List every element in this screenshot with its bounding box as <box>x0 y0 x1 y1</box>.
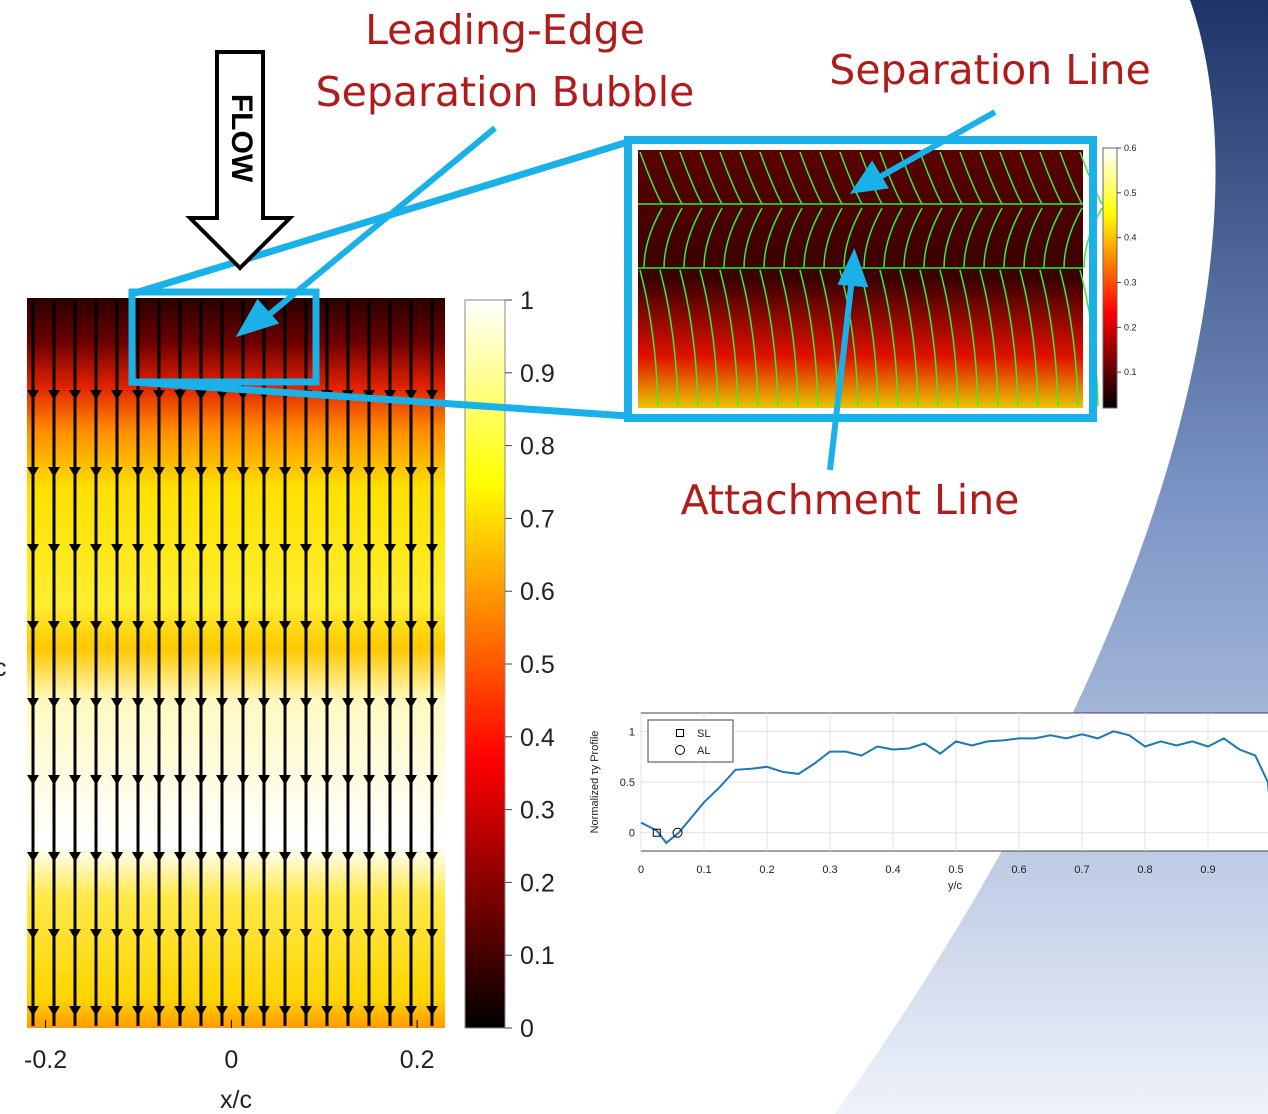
inset-colorbar-tick-label: 0.3 <box>1124 277 1137 287</box>
x-tick-label: 0 <box>224 1046 238 1074</box>
inset-colorbar-tick-label: 0.1 <box>1124 367 1137 377</box>
page: {"annotations": {"leading_edge": "Leadin… <box>0 0 1268 1114</box>
colorbar-tick-label: 0 <box>520 1015 534 1043</box>
inset-colorbar-tick-label: 0.5 <box>1124 188 1137 198</box>
inset-colorbar-tick-label: 0.6 <box>1124 143 1137 153</box>
x-tick-label: 0.6 <box>1011 864 1026 876</box>
x-tick-label: 0.8 <box>1137 864 1152 876</box>
annotation: Separation Bubble <box>316 68 695 116</box>
y-tick-label: 0 <box>629 828 635 840</box>
colorbar-tick-label: 0.4 <box>520 724 555 752</box>
colorbar-tick-label: 1 <box>520 287 534 315</box>
slide: FLOW Leading-Edge Separation Bubble Sepa… <box>0 0 1268 1114</box>
x-tick-label: 0.2 <box>400 1046 435 1074</box>
x-tick-label: 0.7 <box>1074 864 1089 876</box>
legend-label: AL <box>697 745 710 757</box>
x-tick-label: 0.9 <box>1200 864 1215 876</box>
x-tick-label: 0.2 <box>759 864 774 876</box>
field-map <box>27 298 445 1028</box>
y-tick-label: 0.5 <box>620 777 635 789</box>
inset-colorbar-tick-label: 0.2 <box>1124 322 1137 332</box>
inset-colorbar <box>1103 148 1117 408</box>
x-axis-label: y/c <box>948 880 963 892</box>
colorbar-tick-label: 0.7 <box>520 505 555 533</box>
annotation: Separation Line <box>829 46 1150 94</box>
colorbar-tick-label: 0.6 <box>520 578 555 606</box>
x-tick-label: 0 <box>638 864 644 876</box>
annotation: Leading-Edge <box>365 6 645 54</box>
colorbar-tick-label: 0.3 <box>520 797 555 825</box>
annotation: Attachment Line <box>681 476 1020 524</box>
flow-label: FLOW <box>225 94 258 183</box>
colorbar-tick-label: 0.5 <box>520 651 555 679</box>
colorbar-tick-label: 0.2 <box>520 869 555 897</box>
colorbar-tick-label: 0.8 <box>520 433 555 461</box>
x-tick-label: 0.1 <box>696 864 711 876</box>
legend-label: SL <box>697 728 710 740</box>
x-tick-label: -0.2 <box>24 1046 67 1074</box>
y-axis-label: c <box>0 654 7 682</box>
x-tick-label: 0.5 <box>948 864 963 876</box>
y-tick-label: 1 <box>629 726 635 738</box>
inset-colorbar-tick-label: 0.4 <box>1124 233 1137 243</box>
x-tick-label: 0.3 <box>822 864 837 876</box>
x-tick-label: 0.4 <box>885 864 900 876</box>
colorbar-tick-label: 0.1 <box>520 942 555 970</box>
y-axis-label: Normalized τy Profile <box>589 731 601 834</box>
legend <box>648 720 733 762</box>
x-axis-label: x/c <box>220 1086 252 1114</box>
colorbar-tick-label: 0.9 <box>520 360 555 388</box>
